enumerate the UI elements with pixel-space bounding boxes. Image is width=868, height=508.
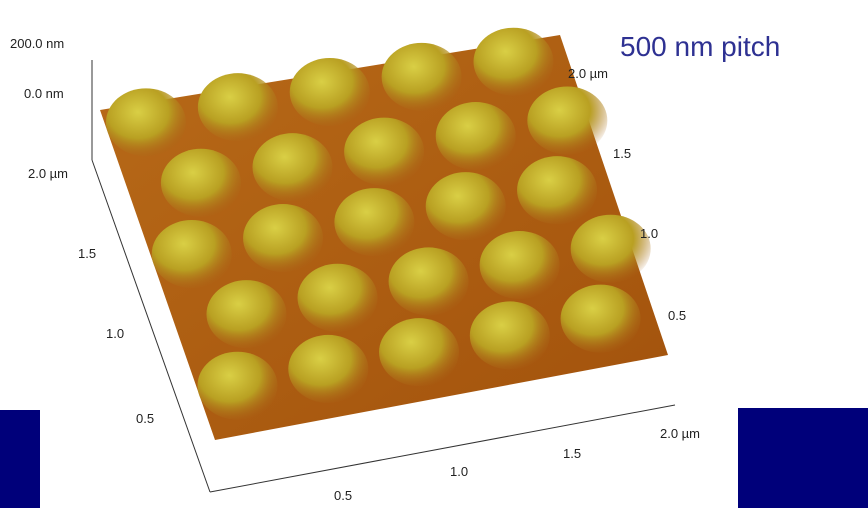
surface-bump [161, 149, 241, 217]
surface-bump [436, 102, 516, 170]
surface-bump [517, 156, 597, 224]
bottom-label: 0.5 [334, 488, 352, 503]
bottom-label: 2.0 µm [660, 426, 700, 441]
surface-bump [290, 58, 370, 126]
surface-bump [298, 264, 378, 332]
page: 200.0 nm 0.0 nm 2.0 µm 1.5 1.0 0.5 0.5 1… [0, 0, 868, 508]
right-label: 1.0 [640, 226, 658, 241]
right-label: 2.0 µm [568, 66, 608, 81]
right-label: 0.5 [668, 308, 686, 323]
left-label: 1.0 [106, 326, 124, 341]
bottom-label: 1.0 [450, 464, 468, 479]
surface-bump [344, 118, 424, 186]
surface-bump [470, 301, 550, 369]
surface-bump [288, 335, 368, 403]
surface-bump [426, 172, 506, 240]
surface-bump [527, 86, 607, 154]
left-label: 0.5 [136, 411, 154, 426]
left-label: 1.5 [78, 246, 96, 261]
bottom-label: 1.5 [563, 446, 581, 461]
surface-bump [198, 352, 278, 420]
surface-bump [382, 43, 462, 111]
surface-bump [253, 133, 333, 201]
z-label: 200.0 nm [10, 36, 64, 51]
z-label: 0.0 nm [24, 86, 64, 101]
surface-bump [106, 88, 186, 156]
blue-block [0, 410, 40, 508]
surface-bump [243, 204, 323, 272]
surface-bump [480, 231, 560, 299]
blue-block [738, 408, 868, 508]
surface-bump [561, 285, 641, 353]
surface-bump [198, 73, 278, 141]
right-label: 1.5 [613, 146, 631, 161]
figure: 200.0 nm 0.0 nm 2.0 µm 1.5 1.0 0.5 0.5 1… [0, 0, 868, 508]
surface-bump [334, 188, 414, 256]
surface-bump [474, 28, 554, 96]
surface-bump [389, 247, 469, 315]
surface-bump [206, 280, 286, 348]
afm-surface [100, 28, 668, 440]
surface-bump [379, 318, 459, 386]
surface-bump [152, 220, 232, 288]
title: 500 nm pitch [620, 31, 780, 62]
left-label: 2.0 µm [28, 166, 68, 181]
surface-bump [571, 215, 651, 283]
